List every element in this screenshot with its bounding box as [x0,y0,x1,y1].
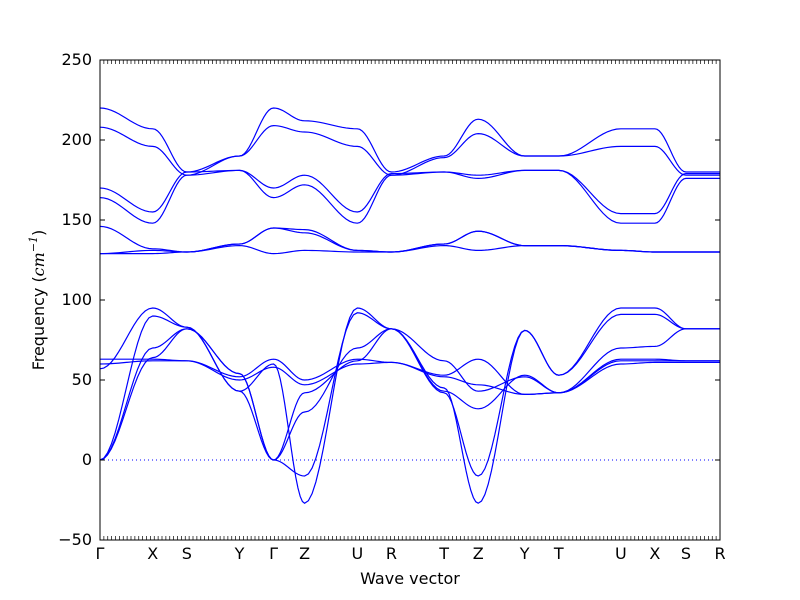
y-axis-label-text: Frequency ( [29,276,48,370]
y-tick-label: 250 [61,50,92,69]
k-point-label: Y [519,544,530,563]
k-point-label: U [615,544,627,563]
plot-area [99,107,720,504]
y-axis: −50 0 50 100 150 200 250 [58,50,720,549]
k-point-label: X [649,544,660,563]
k-point-label: Γ [96,544,105,563]
y-tick-label: 150 [61,210,92,229]
k-point-label: R [386,544,397,563]
k-point-label: Z [299,544,310,563]
y-tick-label: 0 [82,450,92,469]
band-line-13 [99,107,720,173]
band-line-6 [100,358,720,396]
x-axis-label: Wave vector [360,569,460,588]
k-point-label: X [147,544,158,563]
y-axis-label-close: ) [29,230,48,236]
y-tick-label: 200 [61,130,92,149]
k-point-label: U [351,544,363,563]
band-line-10 [99,169,720,224]
k-point-label: T [438,544,449,563]
y-axis-label-exponent: −1 [27,236,40,252]
band-line-9 [99,225,720,253]
k-point-label: S [182,544,192,563]
k-point-label: S [681,544,691,563]
k-point-label: Γ [269,544,278,563]
k-point-label: R [714,544,725,563]
band-line-4 [99,307,720,504]
band-line-11 [99,169,720,215]
y-tick-label: 50 [72,370,92,389]
y-axis-label-unit: cm [29,252,48,276]
y-axis-label: Frequency (cm−1) [27,230,48,371]
y-tick-label: −50 [58,530,92,549]
k-point-label: T [553,544,564,563]
band-line-12 [99,124,720,176]
y-tick-label: 100 [61,290,92,309]
k-point-label: Z [473,544,484,563]
k-point-label: Y [234,544,245,563]
band-line-5 [99,360,720,396]
